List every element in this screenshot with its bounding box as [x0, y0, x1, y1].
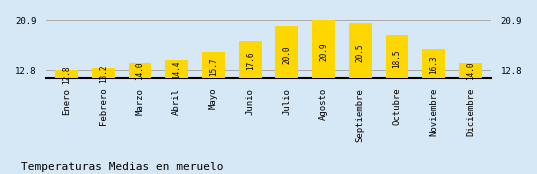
- Bar: [239, 70, 262, 78]
- Bar: [349, 70, 372, 78]
- Bar: [128, 63, 151, 78]
- Bar: [55, 70, 78, 78]
- Text: 17.6: 17.6: [245, 52, 255, 70]
- Text: Temperaturas Medias en meruelo: Temperaturas Medias en meruelo: [21, 162, 224, 172]
- Bar: [312, 20, 335, 78]
- Bar: [459, 70, 482, 78]
- Bar: [202, 70, 225, 78]
- Bar: [459, 63, 482, 78]
- Bar: [165, 60, 188, 78]
- Bar: [386, 70, 409, 78]
- Bar: [55, 70, 78, 78]
- Text: 14.0: 14.0: [135, 62, 144, 80]
- Text: 14.0: 14.0: [466, 62, 475, 80]
- Text: 20.5: 20.5: [356, 44, 365, 62]
- Bar: [423, 49, 445, 78]
- Bar: [92, 70, 114, 78]
- Text: 12.8: 12.8: [62, 65, 71, 84]
- Bar: [349, 23, 372, 78]
- Text: 20.0: 20.0: [282, 45, 292, 64]
- Bar: [275, 26, 298, 78]
- Bar: [275, 70, 298, 78]
- Bar: [128, 70, 151, 78]
- Bar: [386, 35, 409, 78]
- Bar: [239, 41, 262, 78]
- Bar: [423, 70, 445, 78]
- Bar: [92, 68, 114, 78]
- Text: 15.7: 15.7: [209, 57, 218, 76]
- Bar: [165, 70, 188, 78]
- Text: 14.4: 14.4: [172, 61, 181, 79]
- Text: 20.9: 20.9: [319, 43, 328, 61]
- Bar: [202, 52, 225, 78]
- Bar: [312, 70, 335, 78]
- Text: 13.2: 13.2: [99, 64, 108, 83]
- Text: 18.5: 18.5: [393, 49, 402, 68]
- Text: 16.3: 16.3: [429, 56, 438, 74]
